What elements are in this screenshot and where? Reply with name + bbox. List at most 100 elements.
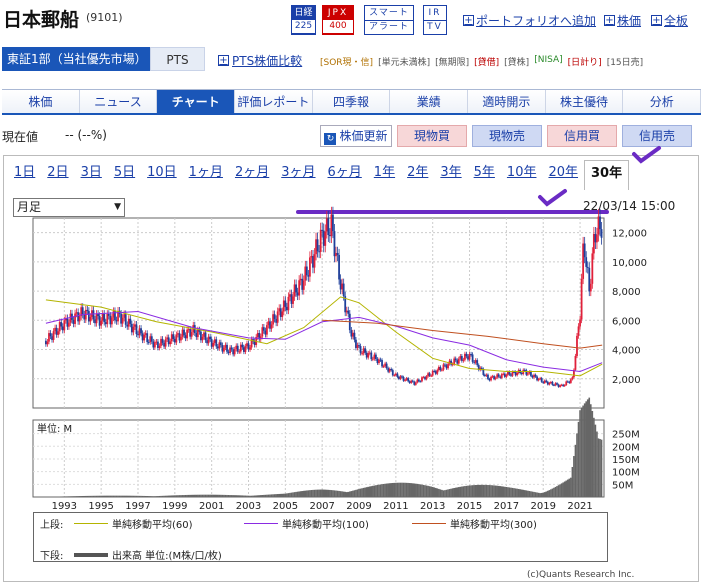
volume-bar [278,493,281,497]
candle-body [546,381,549,385]
volume-bar [556,486,558,497]
volume-bar [289,492,291,497]
candle-body [146,333,149,343]
kabuka-link[interactable]: + 株価 [604,12,641,29]
zenban-link[interactable]: + 全板 [651,12,688,29]
badge-label: アラート [365,20,413,34]
period-tab[interactable]: 1ヶ月 [188,165,223,180]
period-tab[interactable]: 2日 [47,165,69,180]
volume-bar [365,487,368,497]
candle-body [273,314,276,319]
chevron-down-icon: ▼ [114,202,121,212]
volume-bar [537,492,540,497]
tab-analysis[interactable]: 分析 [623,90,702,113]
candle-body [537,379,540,381]
volume-bar [359,488,362,497]
period-tab[interactable]: 3ヶ月 [281,165,316,180]
candle-body [89,316,92,322]
pts-compare-link[interactable]: + PTS株価比較 [218,52,302,69]
volume-bar [547,490,549,497]
tab-news[interactable]: ニュース [79,90,158,113]
genbutsu-sell-button[interactable]: 現物売 [472,125,542,147]
period-tab[interactable]: 5年 [473,165,495,180]
smart-alert-badge[interactable]: スマート アラート [364,5,414,35]
period-tab[interactable]: 6ヶ月 [327,165,362,180]
candle-body [390,369,393,371]
volume-bar [370,486,373,497]
period-tab[interactable]: 3日 [80,165,102,180]
volume-bar [333,490,336,497]
candle-body [287,296,290,311]
tab-report[interactable]: 評価レポート [235,90,313,113]
candle-body [207,336,210,344]
tag: [SOR現・信] [320,58,374,68]
genbutsu-buy-button[interactable]: 現物買 [397,125,467,147]
nikkei225-badge[interactable]: 日経 225 [291,5,316,35]
volume-bar [560,483,563,497]
candle-body [149,336,152,343]
tab-kabuka[interactable]: 株価 [2,90,80,113]
volume-bar [103,495,106,497]
period-tab[interactable]: 2ヶ月 [234,165,270,180]
update-price-button[interactable]: ↻ 株価更新 [320,125,392,147]
period-tab[interactable]: 1年 [373,165,396,180]
candle-body [401,376,403,378]
volume-bar [65,496,67,497]
jpx400-badge[interactable]: JPX 400 [322,5,354,35]
candle-body [281,311,284,317]
add-portfolio-link[interactable]: + ポートフォリオへ追加 [463,12,596,29]
badge-label: TV [424,20,446,34]
candle-body [63,320,66,331]
candle-body [212,342,215,347]
plus-icon: + [463,15,474,26]
candle-body [269,321,271,329]
period-tab[interactable]: 30年 [584,160,630,190]
volume-bar [551,488,554,497]
volume-bar [181,495,184,497]
candle-body [439,366,442,371]
market-primary-tab[interactable]: 東証1部（当社優先市場） [2,47,150,71]
candle-body [81,307,84,315]
period-tab[interactable]: 2年 [407,165,429,180]
candle-body [592,233,595,254]
candle-body [441,369,443,371]
volume-bar [329,489,331,497]
period-tab[interactable]: 1日 [14,165,36,180]
volume-bar [430,486,432,497]
shinyo-sell-button[interactable]: 信用売 [622,125,692,147]
volume-bar [264,494,267,497]
period-tab[interactable]: 5日 [113,165,136,180]
volume-bar [479,484,482,497]
period-tab[interactable]: 10日 [147,165,177,180]
page-title: 日本郵船 [3,9,80,31]
irtv-badge[interactable]: IR TV [423,5,447,35]
candle-body [470,354,472,356]
tab-chart[interactable]: チャート [157,90,236,113]
tab-shikiho[interactable]: 四季報 [312,90,391,113]
volume-bar [401,482,403,497]
candle-body [138,328,141,336]
candle-body [325,218,328,232]
volume-bar [496,485,498,497]
period-tab[interactable]: 10年 [506,165,537,180]
tab-disclosure[interactable]: 適時開示 [468,90,546,113]
shinyo-buy-button[interactable]: 信用買 [547,125,617,147]
candle-body [307,275,310,277]
period-tab[interactable]: 20年 [548,165,579,180]
period-tab[interactable]: 3年 [440,165,462,180]
volume-bar [349,491,351,497]
volume-bar [295,491,297,497]
x-tick-label: 2005 [273,501,298,510]
candle-body [262,327,265,331]
candle-body [543,380,546,384]
volume-bar [395,482,397,497]
interval-select[interactable]: 月足 ▼ [13,198,125,217]
volume-bar [286,493,288,497]
tab-gyoseki[interactable]: 業績 [390,90,469,113]
price-label: 現在値 [2,130,39,144]
tab-yutai[interactable]: 株主優待 [545,90,624,113]
candle-body [293,284,296,297]
volume-bar [296,491,299,497]
candle-body [338,254,340,280]
market-pts-tab[interactable]: PTS [150,47,205,71]
